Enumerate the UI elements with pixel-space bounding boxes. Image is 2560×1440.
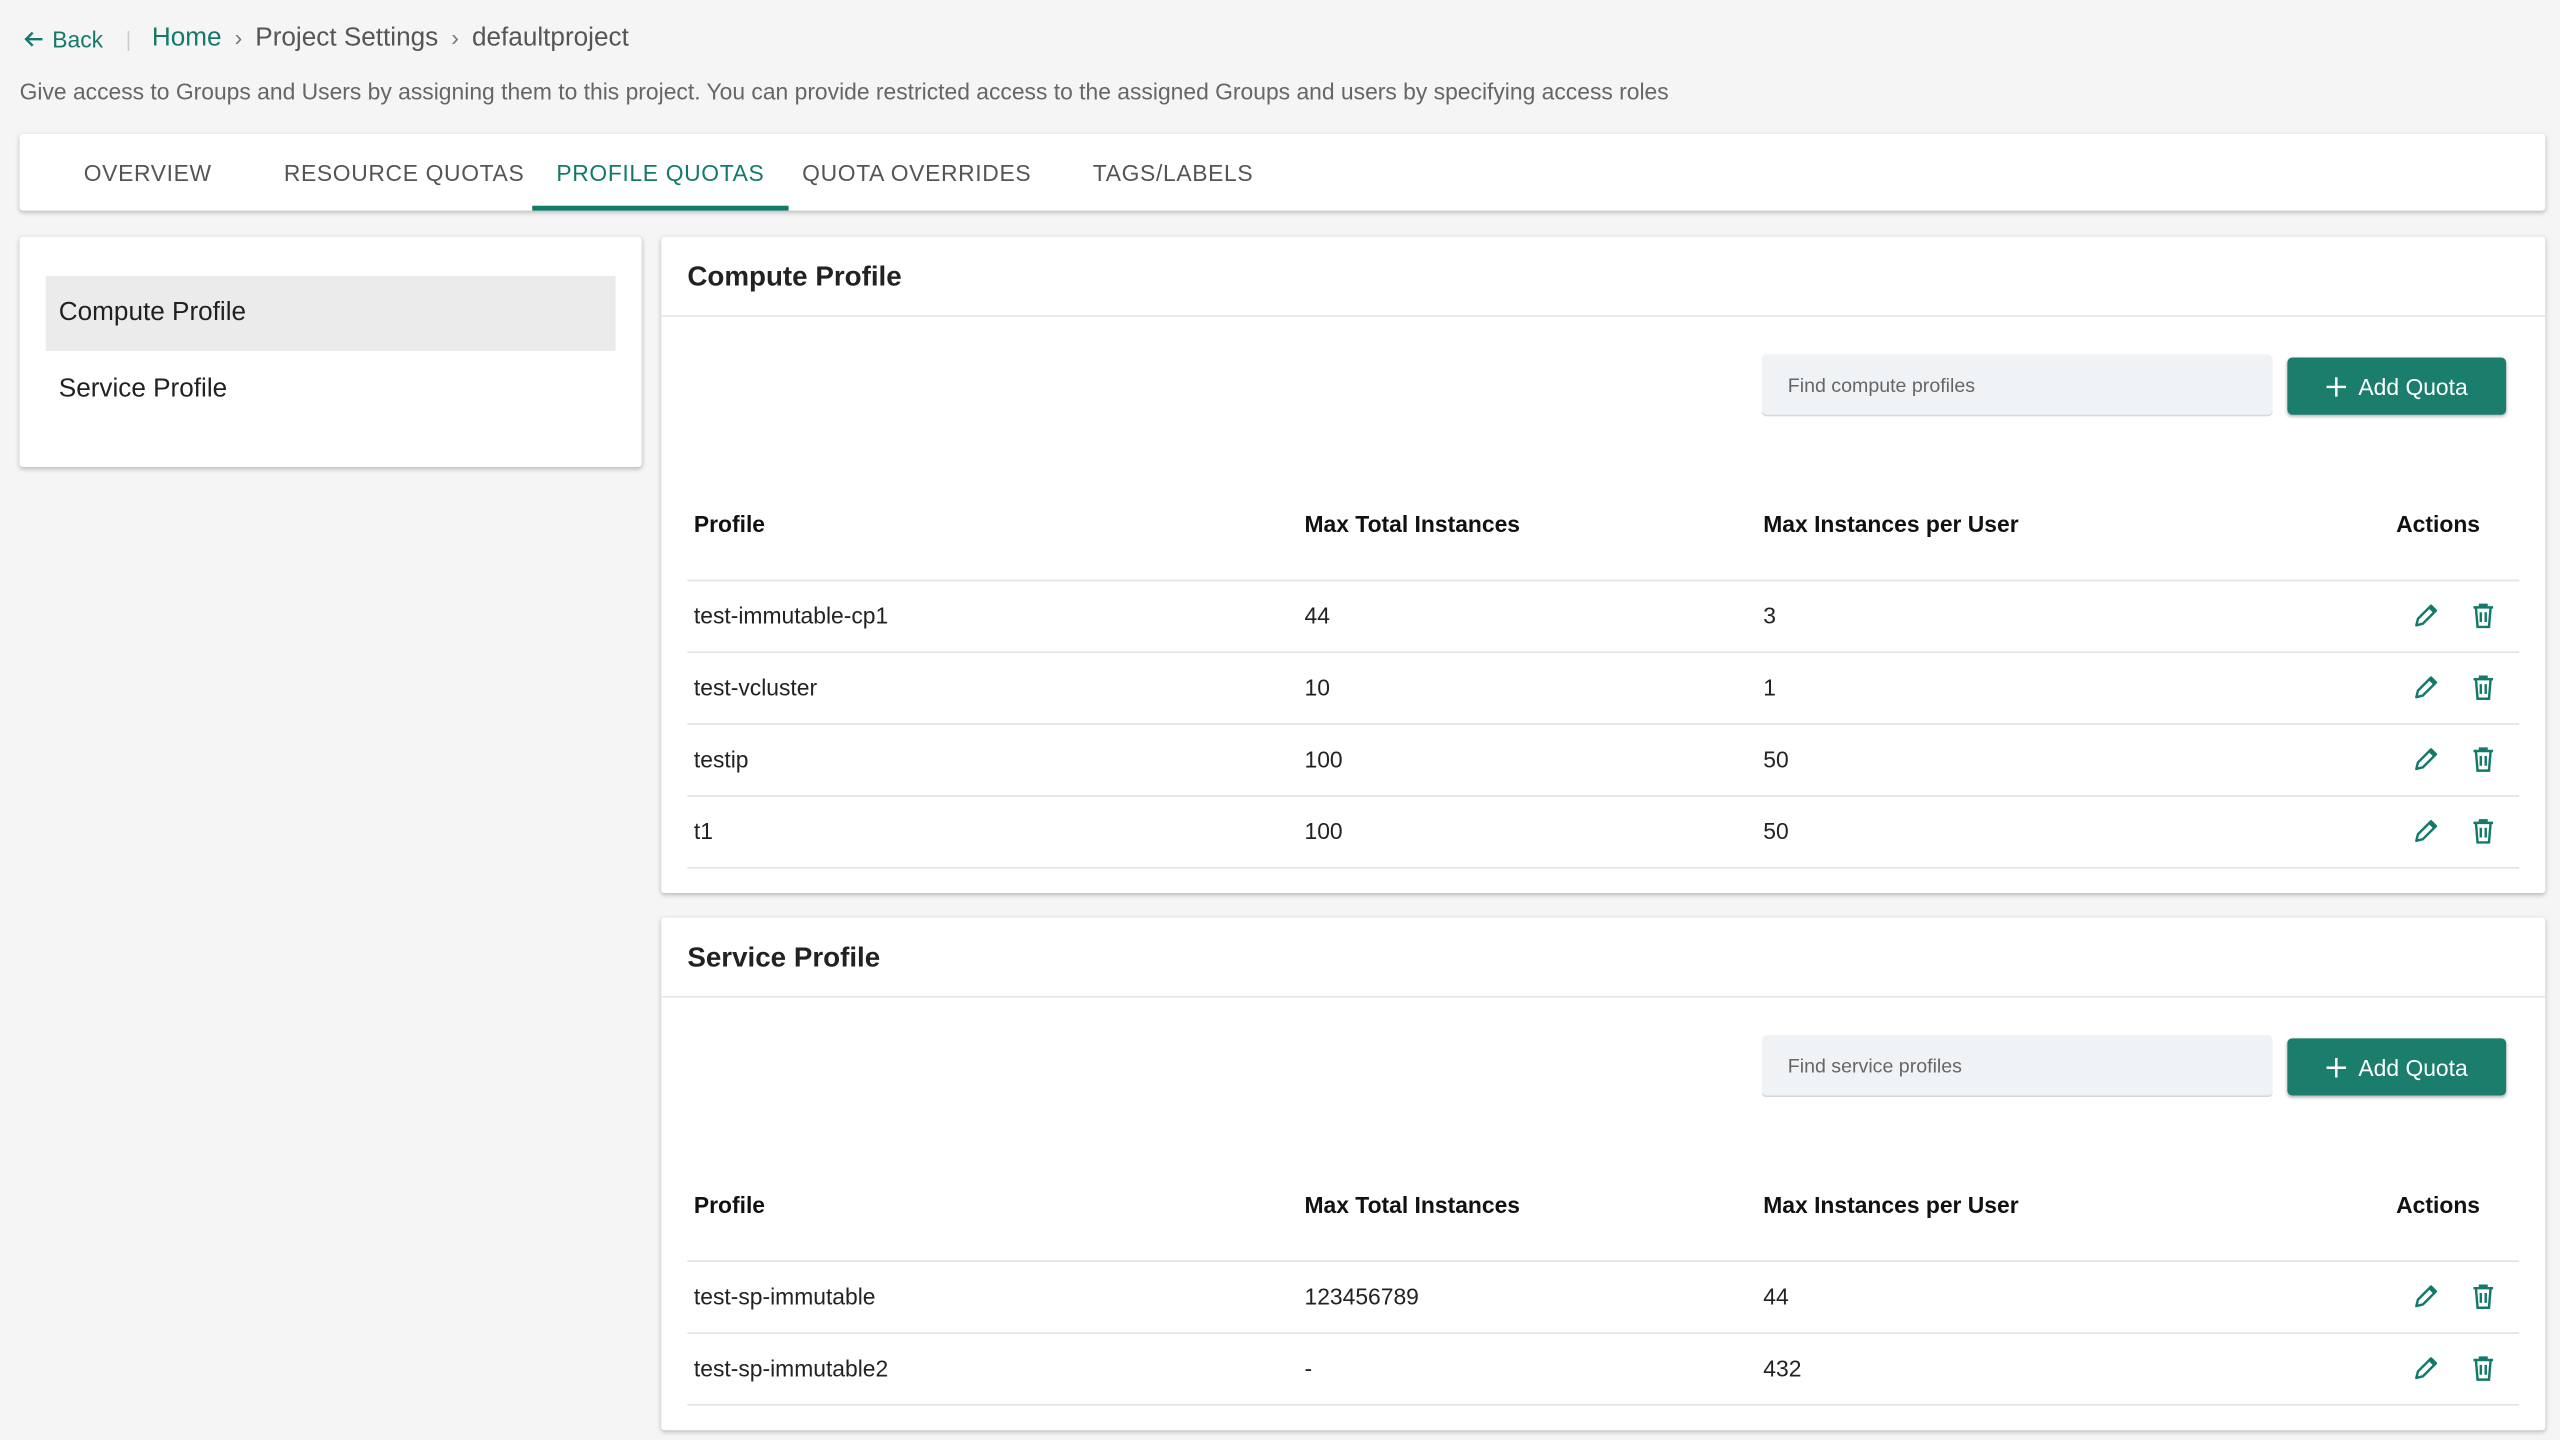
divider: [661, 995, 2546, 998]
table-cell: test-sp-immutable2: [693, 1355, 889, 1382]
delete-button[interactable]: [2469, 673, 2498, 702]
description: Give access to Groups and Users by assig…: [19, 78, 1669, 105]
delete-button[interactable]: [2469, 1282, 2498, 1311]
section-title: Compute Profile: [687, 261, 902, 293]
sidebar-item[interactable]: Service Profile: [46, 353, 616, 428]
column-header: Profile: [693, 511, 766, 538]
search-input[interactable]: Find compute profiles: [1761, 354, 2273, 417]
section-title: Service Profile: [687, 942, 881, 974]
add-button[interactable]: Add Quota: [2287, 1038, 2507, 1096]
table-cell: 100: [1304, 817, 1343, 845]
breadcrumb-item[interactable]: Home: [151, 24, 222, 53]
divider: [687, 1260, 2520, 1263]
edit-button[interactable]: [2411, 816, 2440, 845]
edit-button[interactable]: [2411, 1282, 2440, 1311]
breadcrumb-separator: ›: [451, 24, 459, 51]
back-link[interactable]: Back: [23, 26, 103, 52]
divider: [687, 1404, 2520, 1406]
column-header: Profile: [693, 1191, 766, 1218]
breadcrumb: Home › Project Settings › defaultproject: [152, 24, 629, 53]
edit-button[interactable]: [2411, 601, 2440, 630]
delete-button[interactable]: [2469, 744, 2498, 773]
table-cell: testip: [693, 746, 749, 773]
search-placeholder: Find service profiles: [1787, 1054, 1962, 1078]
tab[interactable]: OVERVIEW: [83, 159, 212, 186]
column-header: Actions: [2396, 1191, 2480, 1218]
delete-button[interactable]: [2469, 601, 2498, 630]
search-placeholder: Find compute profiles: [1787, 373, 1976, 397]
divider: [687, 1332, 2520, 1334]
divider: [687, 866, 2520, 869]
table-cell: -: [1304, 1355, 1313, 1382]
table-cell: 123456789: [1304, 1283, 1419, 1310]
button-label: Add Quota: [2358, 373, 2468, 400]
column-header: Max Total Instances: [1304, 511, 1521, 538]
add-button[interactable]: Add Quota: [2287, 357, 2507, 415]
table-cell: 432: [1763, 1355, 1802, 1382]
edit-button[interactable]: [2411, 1353, 2440, 1382]
plus-icon: [2325, 1057, 2346, 1077]
table-cell: 44: [1763, 1283, 1789, 1310]
button-label: Add Quota: [2358, 1053, 2468, 1080]
table-cell: 100: [1304, 746, 1343, 773]
back-text: Back: [52, 26, 104, 53]
sidebar: Compute Profile Service Profile: [19, 236, 642, 467]
tab[interactable]: RESOURCE QUOTAS: [283, 159, 525, 186]
table-cell: 50: [1763, 817, 1789, 845]
tab[interactable]: QUOTA OVERRIDES: [802, 159, 1032, 186]
section-card: Compute Profile Find compute profiles Add …: [661, 236, 2546, 894]
table-cell: 1: [1763, 674, 1776, 701]
table-cell: test-immutable-cp1: [693, 602, 889, 629]
back-icon: [24, 31, 43, 47]
section-card: Service Profile Find service profiles Add …: [661, 917, 2546, 1431]
column-header: Max Instances per User: [1763, 1191, 2019, 1218]
divider: [687, 723, 2520, 725]
delete-button[interactable]: [2469, 1353, 2498, 1382]
divider: [687, 795, 2520, 797]
divider: [687, 579, 2520, 582]
table-cell: 50: [1763, 746, 1789, 773]
breadcrumb-separator: ›: [234, 24, 243, 51]
edit-button[interactable]: [2411, 744, 2440, 773]
plus-icon: [2325, 376, 2346, 396]
tab-bar: OVERVIEW RESOURCE QUOTAS PROFILE QUOTAS QUO…: [19, 133, 2546, 211]
table-cell: 3: [1763, 602, 1776, 629]
sidebar-item[interactable]: Compute Profile: [45, 275, 616, 352]
table-cell: test-sp-immutable: [693, 1283, 876, 1310]
separator: |: [125, 26, 132, 52]
delete-button[interactable]: [2469, 816, 2498, 845]
table-cell: test-vcluster: [693, 674, 818, 701]
table-cell: t1: [693, 817, 713, 845]
table-cell: 44: [1304, 602, 1330, 629]
table-cell: 10: [1304, 674, 1330, 701]
tab[interactable]: PROFILE QUOTAS: [532, 134, 789, 211]
sidebar-label: Compute Profile: [58, 298, 247, 327]
divider: [661, 315, 2546, 317]
column-header: Max Total Instances: [1304, 1191, 1521, 1218]
tab[interactable]: TAGS/LABELS: [1092, 159, 1254, 186]
divider: [687, 651, 2520, 654]
edit-button[interactable]: [2411, 673, 2440, 702]
sidebar-label: Service Profile: [58, 375, 228, 404]
column-header: Actions: [2396, 511, 2480, 538]
breadcrumb-item[interactable]: Project Settings: [255, 24, 439, 53]
column-header: Max Instances per User: [1763, 511, 2019, 538]
breadcrumb-item: defaultproject: [471, 24, 629, 53]
search-input[interactable]: Find service profiles: [1761, 1035, 2273, 1098]
